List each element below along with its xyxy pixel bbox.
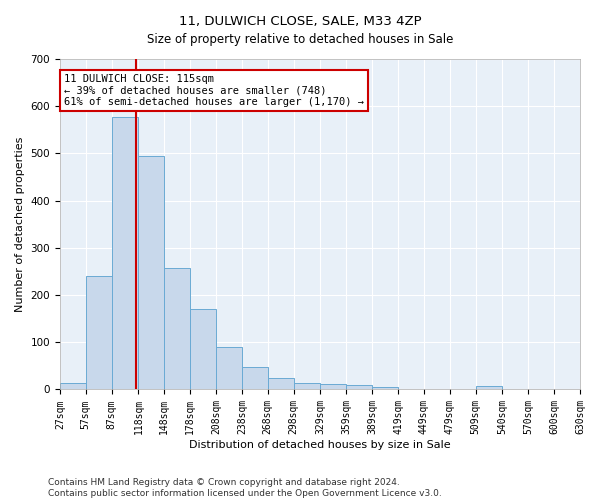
Text: Size of property relative to detached houses in Sale: Size of property relative to detached ho…	[147, 32, 453, 46]
Text: 11, DULWICH CLOSE, SALE, M33 4ZP: 11, DULWICH CLOSE, SALE, M33 4ZP	[179, 15, 421, 28]
Y-axis label: Number of detached properties: Number of detached properties	[15, 136, 25, 312]
Bar	[139, 156, 164, 390]
Bar	[86, 276, 112, 390]
X-axis label: Distribution of detached houses by size in Sale: Distribution of detached houses by size …	[189, 440, 451, 450]
Bar	[268, 378, 293, 390]
Bar	[112, 117, 139, 390]
Bar	[242, 367, 268, 390]
Text: Contains HM Land Registry data © Crown copyright and database right 2024.
Contai: Contains HM Land Registry data © Crown c…	[48, 478, 442, 498]
Bar	[216, 347, 242, 390]
Bar	[476, 386, 502, 390]
Bar	[164, 268, 190, 390]
Bar	[60, 384, 86, 390]
Bar	[190, 309, 216, 390]
Bar	[372, 386, 398, 390]
Bar	[346, 385, 372, 390]
Text: 11 DULWICH CLOSE: 115sqm
← 39% of detached houses are smaller (748)
61% of semi-: 11 DULWICH CLOSE: 115sqm ← 39% of detach…	[64, 74, 364, 108]
Bar	[320, 384, 346, 390]
Bar	[293, 384, 320, 390]
